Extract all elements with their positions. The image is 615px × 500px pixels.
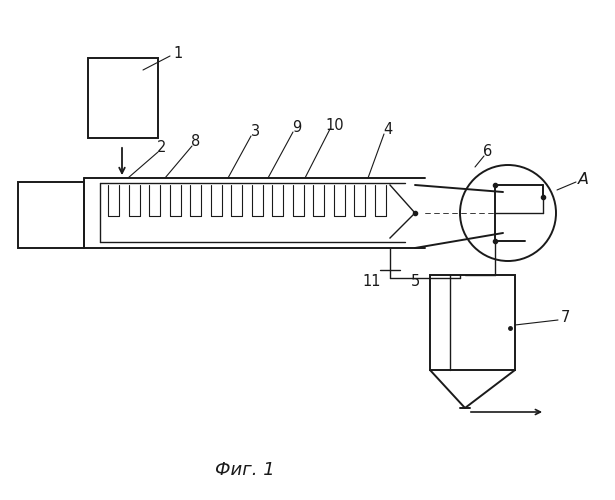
Text: 6: 6 — [483, 144, 493, 160]
Text: 9: 9 — [292, 120, 301, 136]
Text: 5: 5 — [410, 274, 419, 289]
Bar — [430, 275, 515, 370]
Text: 1: 1 — [173, 46, 183, 60]
Text: 7: 7 — [560, 310, 569, 324]
Text: 2: 2 — [157, 140, 167, 156]
Text: 4: 4 — [383, 122, 392, 138]
Text: Фиг. 1: Фиг. 1 — [215, 461, 275, 479]
Text: A: A — [577, 172, 589, 188]
Text: 3: 3 — [250, 124, 260, 140]
Bar — [18, 182, 84, 248]
Bar — [88, 58, 158, 138]
Text: 11: 11 — [363, 274, 381, 289]
Text: 10: 10 — [326, 118, 344, 132]
Text: 8: 8 — [191, 134, 200, 150]
